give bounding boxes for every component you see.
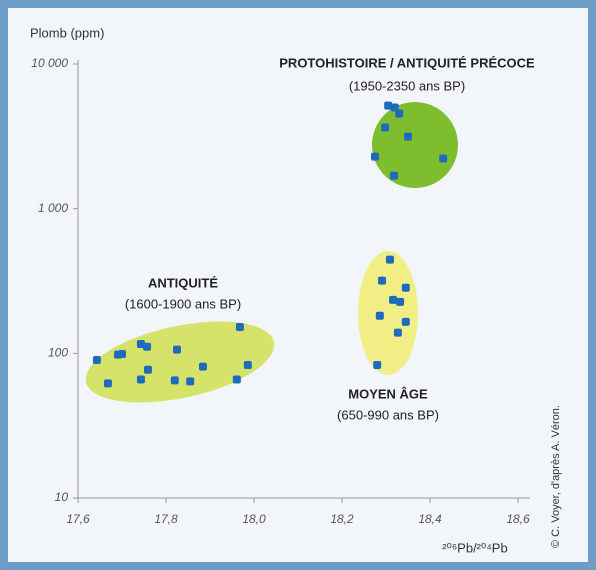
point [143, 342, 152, 351]
point [235, 323, 244, 332]
x-axis-title: ²⁰⁶Pb/²⁰⁴Pb [442, 540, 507, 555]
point [390, 103, 399, 112]
point [243, 361, 252, 370]
group-period: (1600-1900 ans BP) [125, 296, 241, 311]
point [396, 297, 405, 306]
point [375, 311, 384, 320]
group-label: ANTIQUITÉ [148, 275, 218, 290]
x-tick-label: 18,2 [330, 512, 354, 526]
point [389, 295, 398, 304]
x-tick-label: 18,6 [506, 512, 530, 526]
point [439, 154, 448, 163]
point [170, 376, 179, 385]
point [143, 365, 152, 374]
point [136, 340, 145, 349]
point [118, 349, 126, 358]
credit: © C. Voyer, d'après A. Véron. [550, 405, 562, 548]
y-tick-label: 10 [55, 490, 69, 504]
x-tick-label: 17,8 [154, 512, 178, 526]
group-period: (1950-2350 ans BP) [349, 78, 465, 93]
group-period: (650-990 ans BP) [337, 407, 439, 422]
point [404, 132, 412, 141]
point [389, 171, 398, 180]
point [381, 123, 390, 132]
point [401, 317, 410, 326]
point [173, 345, 181, 354]
point [186, 377, 195, 386]
point [395, 109, 404, 118]
point [371, 152, 379, 161]
point [103, 379, 112, 388]
group-label: PROTOHISTOIRE / ANTIQUITÉ PRÉCOCE [279, 55, 535, 70]
group-label: MOYEN ÂGE [348, 386, 428, 401]
point [384, 101, 393, 110]
point [378, 276, 387, 285]
x-tick-label: 17,6 [66, 512, 90, 526]
group-area [372, 102, 458, 188]
x-tick-label: 18,4 [418, 512, 442, 526]
point [385, 255, 394, 264]
point [393, 328, 402, 337]
panel [8, 8, 588, 562]
x-tick-label: 18,0 [242, 512, 266, 526]
point [92, 355, 101, 364]
point [232, 375, 241, 384]
y-tick-label: 10 000 [31, 56, 68, 70]
group-area [358, 251, 418, 375]
y-tick-label: 1 000 [38, 201, 68, 215]
point [401, 283, 410, 292]
point [198, 362, 207, 371]
y-axis-title: Plomb (ppm) [30, 25, 104, 40]
y-tick-label: 100 [48, 346, 68, 360]
point [373, 361, 382, 370]
group-area [85, 321, 275, 403]
point [136, 375, 145, 384]
